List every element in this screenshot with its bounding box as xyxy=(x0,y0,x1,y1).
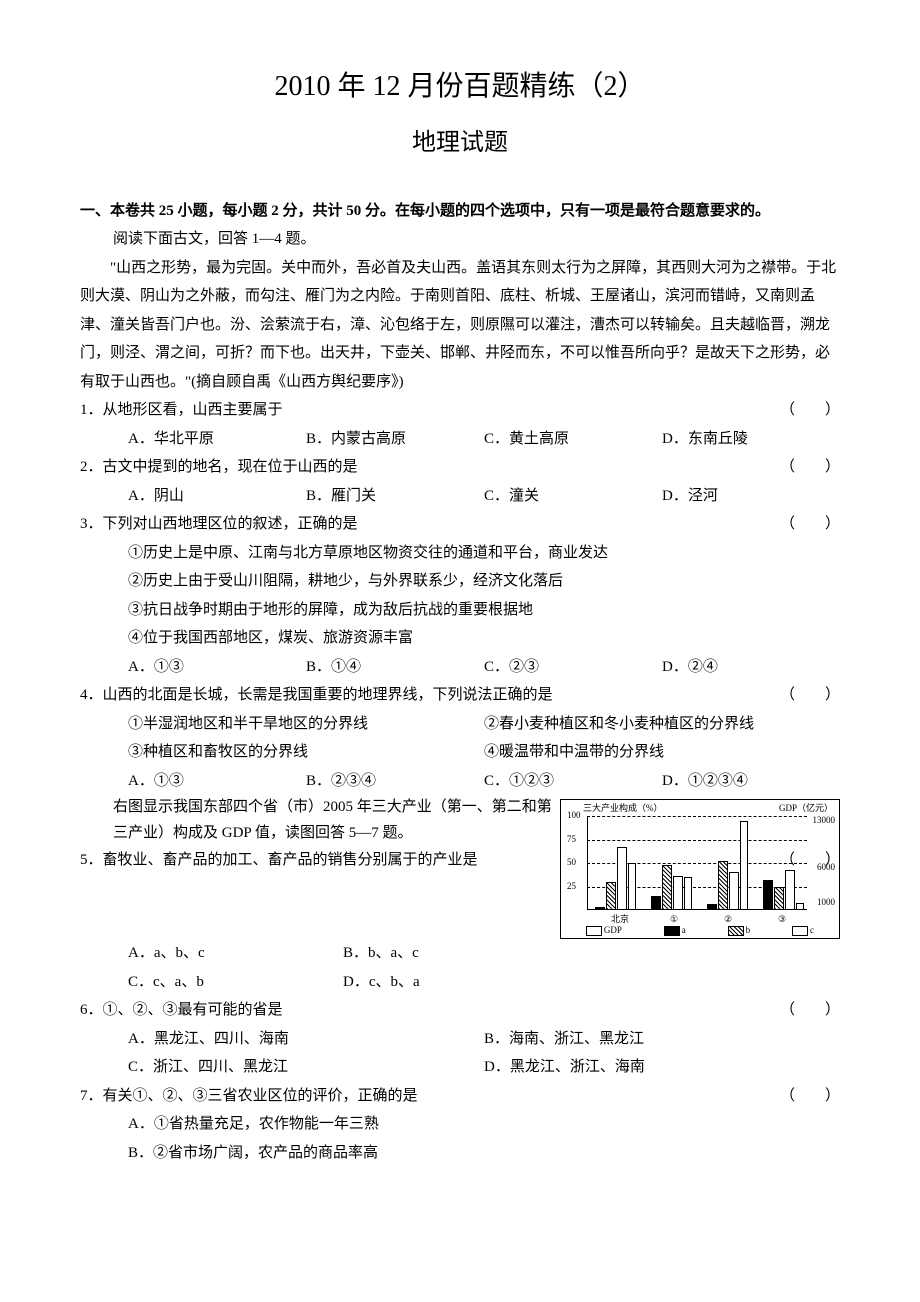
q2-opt-c: C．潼关 xyxy=(484,482,662,511)
passage-text: "山西之形势，最为完固。关中而外，吾必首及夫山西。盖语其东则太行为之屏障，其西则… xyxy=(80,254,840,397)
q2-opt-d: D．泾河 xyxy=(662,482,840,511)
q5-stem: 5．畜牧业、畜产品的加工、畜产品的销售分别属于的产业是 （ ） xyxy=(80,846,840,875)
q3-s2: ②历史上由于受山川阻隔，耕地少，与外界联系少，经济文化落后 xyxy=(80,567,840,596)
chart-legend: GDP a b c xyxy=(565,926,835,936)
q1-opt-a: A．华北平原 xyxy=(128,425,306,454)
q1-opt-d: D．东南丘陵 xyxy=(662,425,840,454)
q7-opt-a: A．①省热量充足，农作物能一年三熟 xyxy=(80,1110,840,1139)
answer-paren: （ ） xyxy=(780,846,840,875)
q6-opt-c: C．浙江、四川、黑龙江 xyxy=(128,1053,484,1082)
q3-opt-a: A．①③ xyxy=(128,653,306,682)
q4-stem: 4．山西的北面是长城，长需是我国重要的地理界线，下列说法正确的是 （ ） xyxy=(80,681,840,710)
q3-options: A．①③ B．①④ C．②③ D．②④ xyxy=(80,653,840,682)
q7-stem: 7．有关①、②、③三省农业区位的评价，正确的是 （ ） xyxy=(80,1082,840,1111)
q2-options: A．阴山 B．雁门关 C．潼关 D．泾河 xyxy=(80,482,840,511)
q3-opt-d: D．②④ xyxy=(662,653,840,682)
chart-right-title: GDP（亿元） xyxy=(779,804,833,813)
answer-paren: （ ） xyxy=(780,681,840,710)
legend-a: a xyxy=(664,926,686,936)
q3-stem: 3．下列对山西地理区位的叙述，正确的是 （ ） xyxy=(80,510,840,539)
q4-stem-text: 4．山西的北面是长城，长需是我国重要的地理界线，下列说法正确的是 xyxy=(80,687,553,703)
q4-s3: ③种植区和畜牧区的分界线 xyxy=(128,738,484,767)
q1-stem: 1．从地形区看，山西主要属于 （ ） xyxy=(80,396,840,425)
legend-c: c xyxy=(792,926,814,936)
q1-stem-text: 1．从地形区看，山西主要属于 xyxy=(80,402,283,418)
q4-opt-c: C．①②③ xyxy=(484,767,662,796)
q4-row1: ①半湿润地区和半干旱地区的分界线 ②春小麦种植区和冬小麦种植区的分界线 xyxy=(80,710,840,739)
q6-opt-a: A．黑龙江、四川、海南 xyxy=(128,1025,484,1054)
page-subtitle: 地理试题 xyxy=(80,121,840,167)
answer-paren: （ ） xyxy=(780,996,840,1025)
q6-row2: C．浙江、四川、黑龙江 D．黑龙江、浙江、海南 xyxy=(80,1053,840,1082)
answer-paren: （ ） xyxy=(780,510,840,539)
legend-gdp: GDP xyxy=(586,926,622,936)
page-title: 2010 年 12 月份百题精练（2） xyxy=(80,60,840,113)
q6-row1: A．黑龙江、四川、海南 B．海南、浙江、黑龙江 xyxy=(80,1025,840,1054)
q6-stem-text: 6．①、②、③最有可能的省是 xyxy=(80,1002,283,1018)
q4-opt-b: B．②③④ xyxy=(306,767,484,796)
answer-paren: （ ） xyxy=(780,1082,840,1111)
q6-opt-d: D．黑龙江、浙江、海南 xyxy=(484,1053,840,1082)
q2-opt-b: B．雁门关 xyxy=(306,482,484,511)
q2-stem-text: 2．古文中提到的地名，现在位于山西的是 xyxy=(80,459,358,475)
q4-opt-a: A．①③ xyxy=(128,767,306,796)
q1-opt-c: C．黄土高原 xyxy=(484,425,662,454)
q5-row2: C．c、a、b D．c、b、a xyxy=(80,968,558,997)
q6-opt-b: B．海南、浙江、黑龙江 xyxy=(484,1025,840,1054)
chart-left-title: 三大产业构成（%） xyxy=(583,804,663,813)
q5-opt-d: D．c、b、a xyxy=(343,968,558,997)
q4-s2: ②春小麦种植区和冬小麦种植区的分界线 xyxy=(484,710,840,739)
q3-s1: ①历史上是中原、江南与北方草原地区物资交往的通道和平台，商业发达 xyxy=(80,539,840,568)
q4-opt-d: D．①②③④ xyxy=(662,767,840,796)
answer-paren: （ ） xyxy=(780,396,840,425)
q4-row2: ③种植区和畜牧区的分界线 ④暖温带和中温带的分界线 xyxy=(80,738,840,767)
q6-stem: 6．①、②、③最有可能的省是 （ ） xyxy=(80,996,840,1025)
q3-s4: ④位于我国西部地区，煤炭、旅游资源丰富 xyxy=(80,624,840,653)
q3-opt-c: C．②③ xyxy=(484,653,662,682)
q1-opt-b: B．内蒙古高原 xyxy=(306,425,484,454)
q7-opt-b: B．②省市场广阔，农产品的商品率高 xyxy=(80,1139,840,1168)
q3-stem-text: 3．下列对山西地理区位的叙述，正确的是 xyxy=(80,516,358,532)
answer-paren: （ ） xyxy=(780,453,840,482)
q5-stem-text: 5．畜牧业、畜产品的加工、畜产品的销售分别属于的产业是 xyxy=(80,852,478,868)
legend-b: b xyxy=(728,926,751,936)
q2-opt-a: A．阴山 xyxy=(128,482,306,511)
q2-stem: 2．古文中提到的地名，现在位于山西的是 （ ） xyxy=(80,453,840,482)
q4-s4: ④暖温带和中温带的分界线 xyxy=(484,738,840,767)
q7-stem-text: 7．有关①、②、③三省农业区位的评价，正确的是 xyxy=(80,1088,418,1104)
q5-opt-c: C．c、a、b xyxy=(128,968,343,997)
q4-options: A．①③ B．②③④ C．①②③ D．①②③④ xyxy=(80,767,840,796)
q5-row1: A．a、b、c B．b、a、c xyxy=(80,939,558,968)
q5-opt-b: B．b、a、c xyxy=(343,939,558,968)
q3-opt-b: B．①④ xyxy=(306,653,484,682)
q3-s3: ③抗日战争时期由于地形的屏障，成为敌后抗战的重要根据地 xyxy=(80,596,840,625)
q5-opt-a: A．a、b、c xyxy=(128,939,343,968)
q4-s1: ①半湿润地区和半干旱地区的分界线 xyxy=(128,710,484,739)
reading-prompt: 阅读下面古文，回答 1—4 题。 xyxy=(80,225,840,254)
section-header: 一、本卷共 25 小题，每小题 2 分，共计 50 分。在每小题的四个选项中，只… xyxy=(80,197,840,226)
q1-options: A．华北平原 B．内蒙古高原 C．黄土高原 D．东南丘陵 xyxy=(80,425,840,454)
